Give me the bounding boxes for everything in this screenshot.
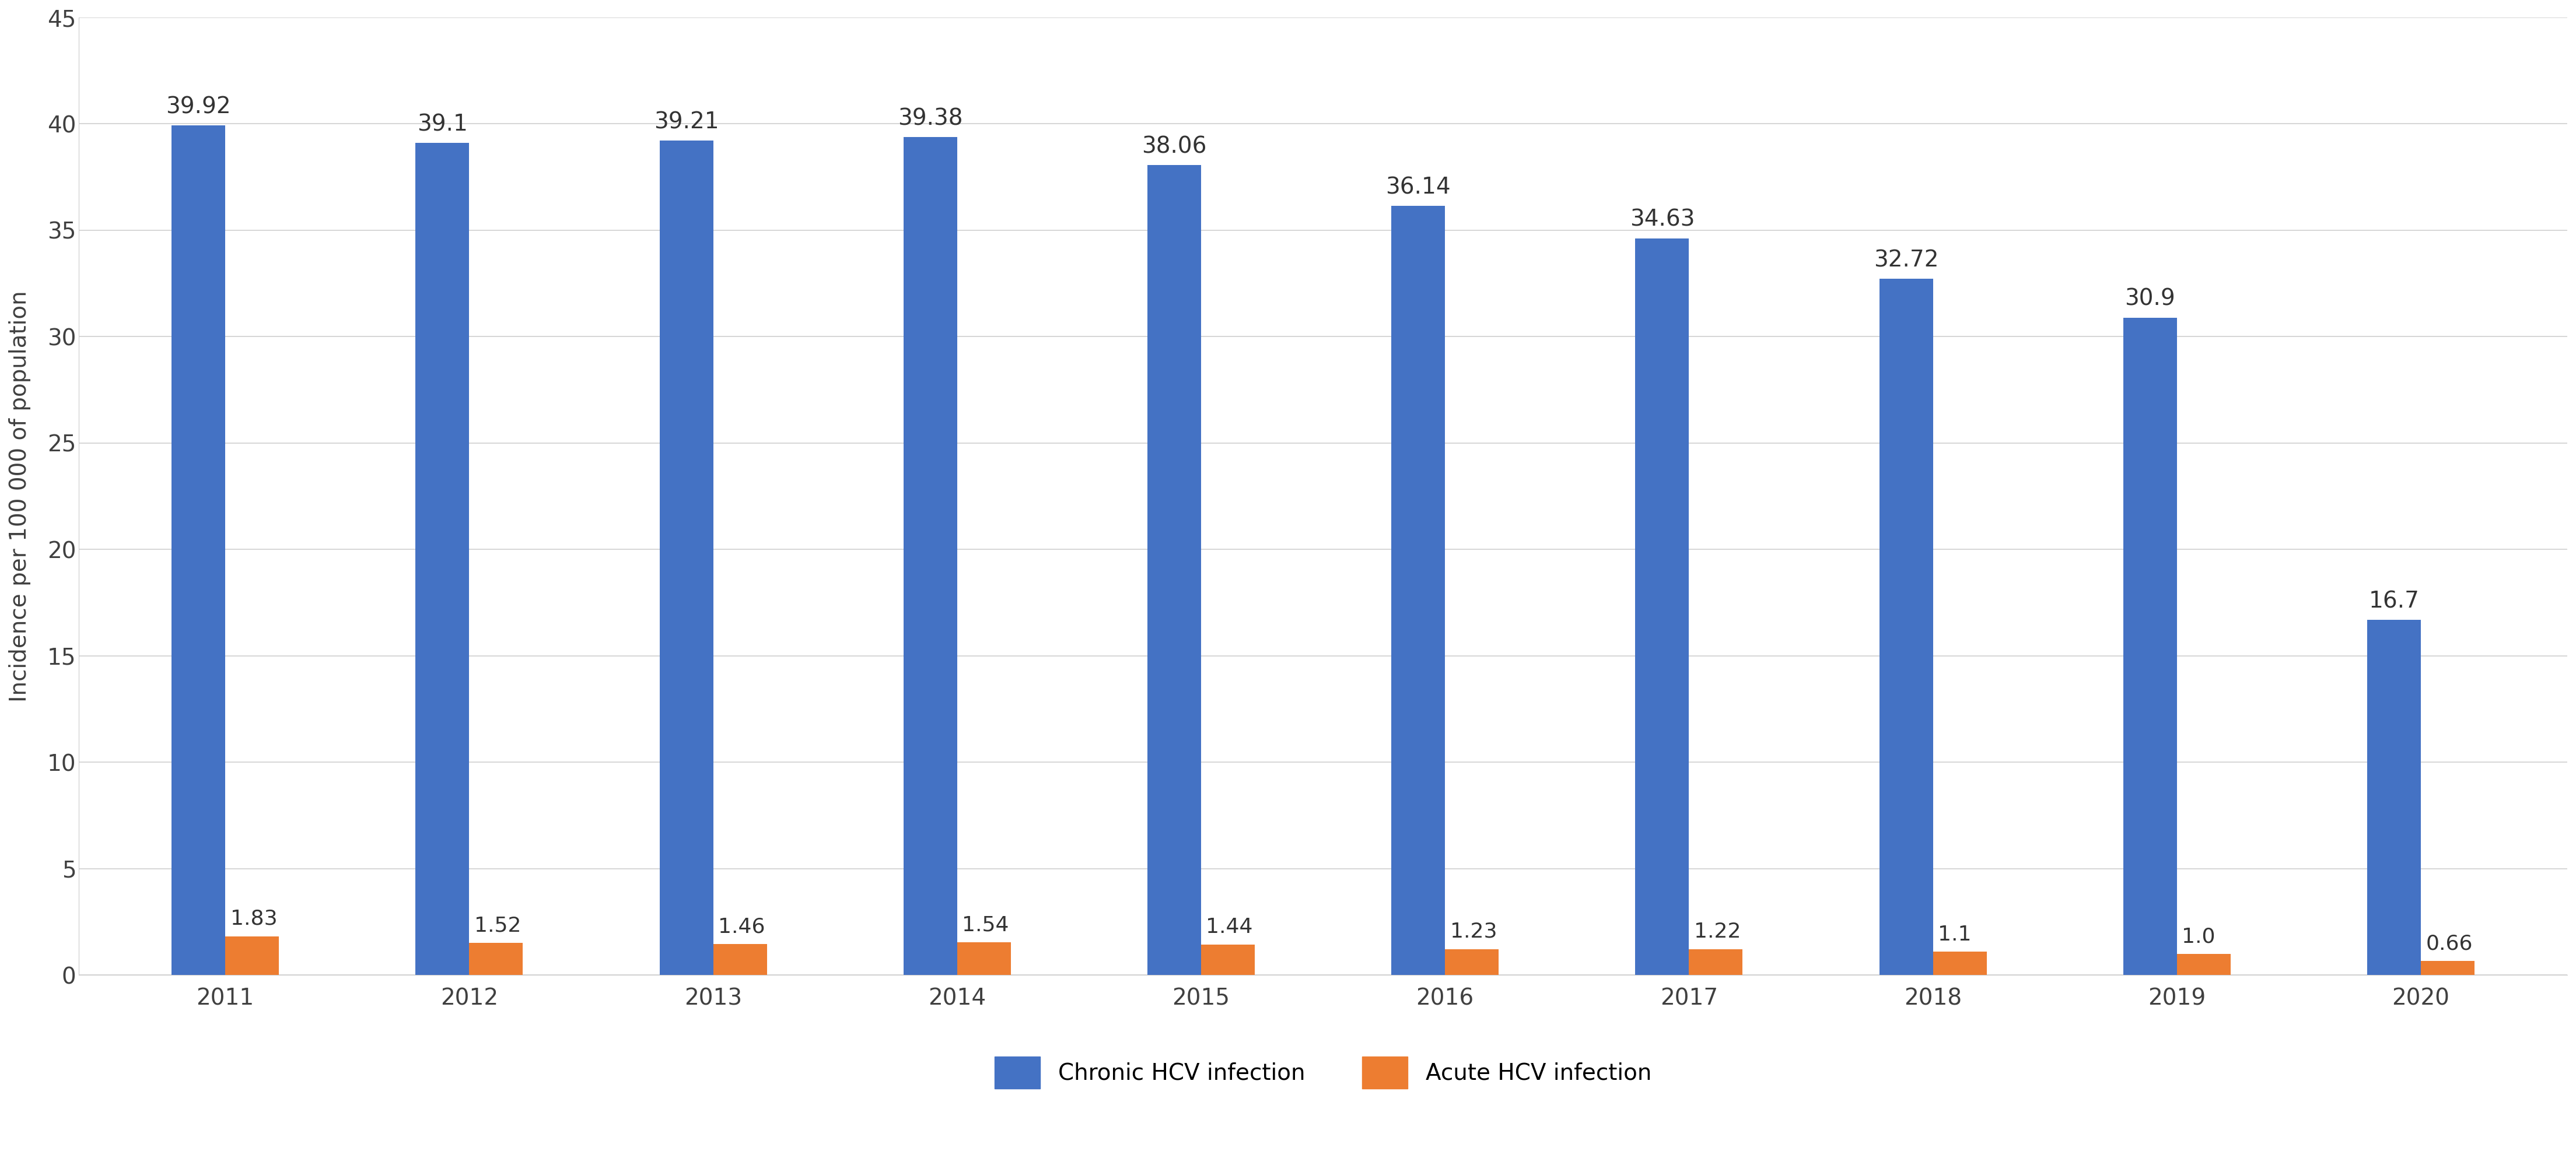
Text: 36.14: 36.14 xyxy=(1386,176,1450,199)
Text: 39.1: 39.1 xyxy=(417,113,469,135)
Bar xyxy=(1636,239,1690,975)
Bar xyxy=(1445,950,1499,975)
Text: 39.92: 39.92 xyxy=(165,96,232,118)
Text: 1.52: 1.52 xyxy=(474,916,520,936)
Bar xyxy=(1200,945,1255,975)
Text: 32.72: 32.72 xyxy=(1873,249,1940,271)
Bar xyxy=(2367,620,2421,975)
Bar xyxy=(1932,952,1986,975)
Text: 0.66: 0.66 xyxy=(2427,933,2473,954)
Bar xyxy=(659,141,714,975)
Bar xyxy=(415,144,469,975)
Text: 39.21: 39.21 xyxy=(654,111,719,133)
Bar xyxy=(714,944,768,975)
Text: 34.63: 34.63 xyxy=(1631,208,1695,230)
Legend: Chronic HCV infection, Acute HCV infection: Chronic HCV infection, Acute HCV infecti… xyxy=(994,1056,1651,1089)
Bar xyxy=(1880,279,1932,975)
Bar xyxy=(2421,961,2476,975)
Bar xyxy=(904,137,958,975)
Text: 1.54: 1.54 xyxy=(961,915,1010,935)
Bar xyxy=(469,943,523,975)
Bar xyxy=(958,943,1010,975)
Text: 1.23: 1.23 xyxy=(1450,922,1497,941)
Bar xyxy=(1690,950,1744,975)
Text: 1.1: 1.1 xyxy=(1937,924,1971,944)
Text: 16.7: 16.7 xyxy=(2370,591,2419,613)
Text: 38.06: 38.06 xyxy=(1141,135,1206,157)
Bar xyxy=(1391,206,1445,975)
Bar xyxy=(2123,317,2177,975)
Text: 30.9: 30.9 xyxy=(2125,288,2174,310)
Bar xyxy=(173,125,224,975)
Text: 1.0: 1.0 xyxy=(2182,926,2215,946)
Text: 39.38: 39.38 xyxy=(899,108,963,130)
Bar xyxy=(224,937,278,975)
Text: 1.22: 1.22 xyxy=(1695,922,1741,941)
Text: 1.44: 1.44 xyxy=(1206,917,1252,937)
Text: 1.46: 1.46 xyxy=(719,917,765,937)
Bar xyxy=(1146,166,1200,975)
Bar xyxy=(2177,954,2231,975)
Text: 1.83: 1.83 xyxy=(229,909,278,929)
Y-axis label: Incidence per 100 000 of population: Incidence per 100 000 of population xyxy=(8,291,31,702)
